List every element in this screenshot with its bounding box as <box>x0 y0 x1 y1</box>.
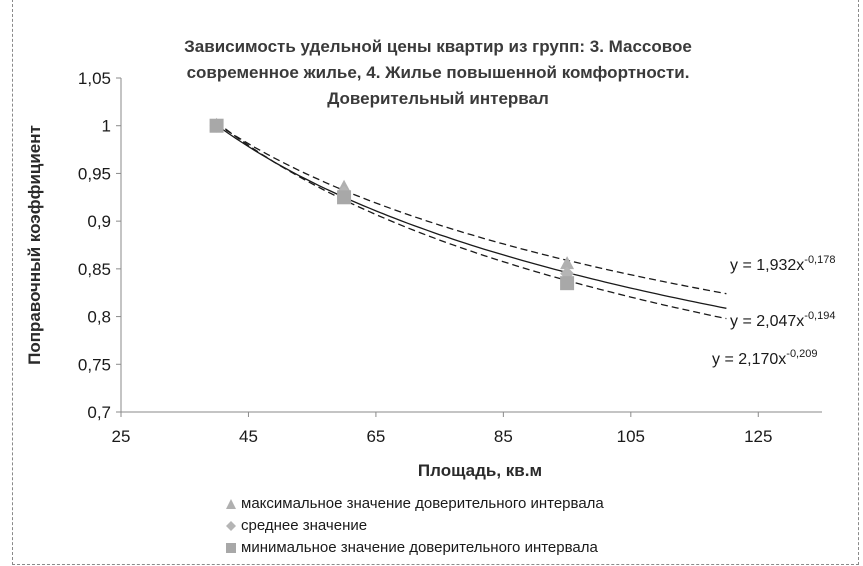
y-tick-label: 1 <box>102 117 111 136</box>
chart-title-line-1: Зависимость удельной цены квартир из гру… <box>184 37 692 56</box>
y-axis-title: Поправочный коэффициент <box>25 125 44 365</box>
markers-group <box>209 117 575 291</box>
trendline-1 <box>216 123 727 295</box>
y-tick-label: 0,9 <box>87 212 111 231</box>
chart-title-line-3: Доверительный интервал <box>327 89 549 108</box>
axes-group: 0,7 0,75 0,8 0,85 0,9 0,95 1 1,05 25 45 65 85 105 125 <box>78 69 822 446</box>
labels-group: y = 1,932x-0,178 y = 2,047x-0,194 y = 2,17… <box>712 254 835 368</box>
legend-item-max: максимальное значение доверительного инт… <box>225 493 604 515</box>
x-tick-label: 25 <box>112 427 131 446</box>
x-tick-label: 85 <box>494 427 513 446</box>
y-tick-label: 0,7 <box>87 403 111 422</box>
triangle-marker <box>560 256 575 270</box>
square-marker <box>337 190 352 205</box>
trendline-equation-2: y = 2,047x-0,194 <box>730 310 835 330</box>
square-marker-icon <box>226 543 236 553</box>
x-tick-label: 65 <box>366 427 385 446</box>
legend: максимальное значение доверительного инт… <box>225 493 604 559</box>
trendlines-group <box>216 121 727 320</box>
y-tick-label: 0,95 <box>78 164 111 183</box>
legend-item-min: минимальное значение доверительного инте… <box>225 537 604 559</box>
y-tick-label: 0,85 <box>78 260 111 279</box>
trendline-3 <box>216 121 727 320</box>
trendline-equation-3: y = 2,170x-0,209 <box>712 348 817 368</box>
legend-label-min: минимальное значение доверительного инте… <box>241 539 598 556</box>
triangle-marker-icon <box>226 499 236 509</box>
chart-title: Зависимость удельной цены квартир из гру… <box>118 34 758 112</box>
chart-title-line-2: современное жилье, 4. Жилье повышенной к… <box>186 63 690 82</box>
chart-frame <box>12 0 859 565</box>
legend-label-mean: среднее значение <box>241 517 368 534</box>
y-tick-label: 0,75 <box>78 355 111 374</box>
trendline-equation-1: y = 1,932x-0,178 <box>730 254 835 274</box>
trendline-2 <box>216 124 727 309</box>
legend-item-mean: среднее значение <box>225 515 604 537</box>
x-axis-title: Площадь, кв.м <box>418 461 542 480</box>
diamond-marker-icon <box>226 521 236 531</box>
x-tick-label: 45 <box>239 427 258 446</box>
x-tick-label: 125 <box>744 427 772 446</box>
legend-label-max: максимальное значение доверительного инт… <box>241 495 604 512</box>
square-marker <box>209 118 224 133</box>
square-marker <box>560 276 575 291</box>
y-tick-label: 0,8 <box>87 308 111 327</box>
x-tick-label: 105 <box>617 427 645 446</box>
y-tick-label: 1,05 <box>78 69 111 88</box>
